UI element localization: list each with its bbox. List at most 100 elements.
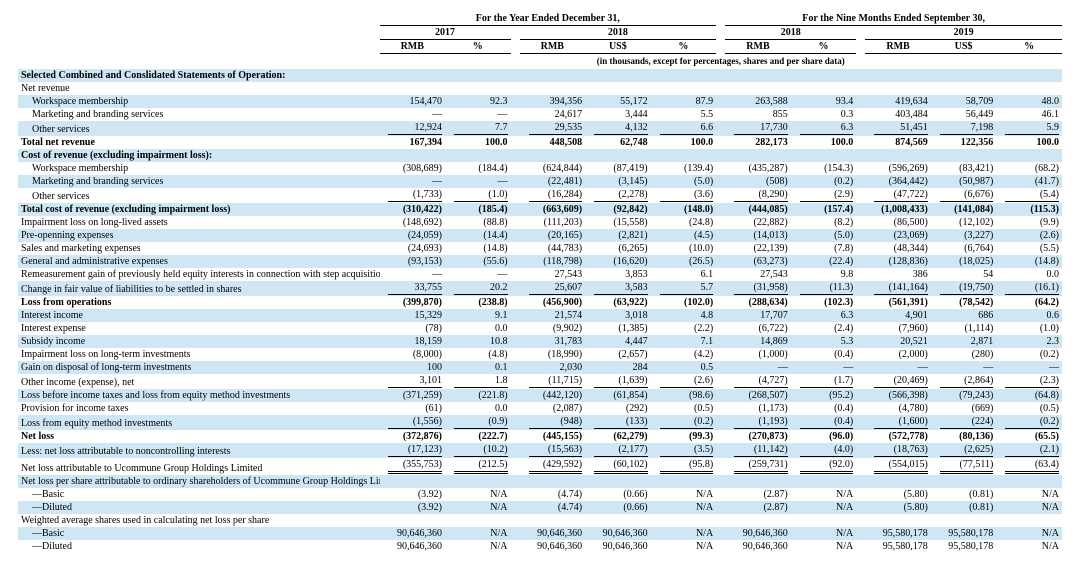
cell: 7.7 — [445, 121, 511, 136]
cell: (48,344) — [865, 242, 931, 255]
cell: (372,876) — [380, 430, 446, 443]
cell: 5.5 — [651, 108, 717, 121]
cell — [585, 82, 651, 95]
cell: (47,722) — [865, 188, 931, 203]
cell: (148,692) — [380, 216, 446, 229]
cell — [791, 514, 857, 527]
cell: (18,990) — [520, 348, 586, 361]
cell: (24,059) — [380, 229, 446, 242]
cell: (18,763) — [865, 443, 931, 458]
cell: (83,421) — [931, 162, 997, 175]
cell: (2,087) — [520, 402, 586, 415]
cell: (6,764) — [931, 242, 997, 255]
cell: N/A — [996, 527, 1062, 540]
cell: — — [380, 108, 446, 121]
table-row: Loss from operations(399,870)(238.8)(456… — [18, 296, 1062, 309]
table-row: Interest expense(78)0.0(9,902)(1,385)(2.… — [18, 322, 1062, 335]
cell: (310,422) — [380, 203, 446, 216]
cell: 0.3 — [791, 108, 857, 121]
cell: (10.2) — [445, 443, 511, 458]
cell: (5.0) — [651, 175, 717, 188]
header-unit-row: RMB % RMB US$ % RMB % RMB US$ % — [18, 40, 1062, 54]
cell: (20,165) — [520, 229, 586, 242]
cell: (63,922) — [585, 296, 651, 309]
cell: (4.8) — [445, 348, 511, 361]
header-2019: 2019 — [865, 26, 1062, 40]
cell: 100 — [380, 361, 446, 374]
cell: (1.0) — [445, 188, 511, 203]
cell: (288,634) — [725, 296, 791, 309]
cell: 95,580,178 — [865, 527, 931, 540]
cell: (268,507) — [725, 389, 791, 402]
cell: (280) — [931, 348, 997, 361]
cell: — — [445, 175, 511, 188]
cell: 1.8 — [445, 374, 511, 389]
cell: (14.8) — [996, 255, 1062, 268]
cell: — — [380, 175, 446, 188]
table-row: Net loss attributable to Ucommune Group … — [18, 458, 1062, 475]
cell: (12,102) — [931, 216, 997, 229]
cell: 874,569 — [865, 136, 931, 149]
unit-rmb: RMB — [380, 40, 446, 54]
cell: (669) — [931, 402, 997, 415]
cell: 90,646,360 — [585, 540, 651, 553]
cell: (61,854) — [585, 389, 651, 402]
cell: 5.7 — [651, 281, 717, 296]
table-row: Net loss(372,876)(222.7)(445,155)(62,279… — [18, 430, 1062, 443]
cell: (6,722) — [725, 322, 791, 335]
cell — [520, 475, 586, 488]
cell: (9,902) — [520, 322, 586, 335]
cell: (2.9) — [791, 188, 857, 203]
cell: (11.3) — [791, 281, 857, 296]
cell: (0.4) — [791, 402, 857, 415]
cell: (26.5) — [651, 255, 717, 268]
cell: 0.6 — [996, 309, 1062, 322]
cell — [445, 82, 511, 95]
cell — [380, 475, 446, 488]
cell: 0.0 — [445, 402, 511, 415]
cell: 17,730 — [725, 121, 791, 136]
cell — [725, 514, 791, 527]
cell: 95,580,178 — [931, 527, 997, 540]
cell: 686 — [931, 309, 997, 322]
cell: (364,442) — [865, 175, 931, 188]
cell: (86,500) — [865, 216, 931, 229]
cell: 2,871 — [931, 335, 997, 348]
cell: (259,731) — [725, 458, 791, 475]
cell: (554,015) — [865, 458, 931, 475]
table-row: Subsidy income18,15910.831,7834,4477.114… — [18, 335, 1062, 348]
cell: 14,869 — [725, 335, 791, 348]
cell: (184.4) — [445, 162, 511, 175]
cell: (22,481) — [520, 175, 586, 188]
cell: (95.2) — [791, 389, 857, 402]
cell: (4.5) — [651, 229, 717, 242]
table-row: Impairment loss on long-term investments… — [18, 348, 1062, 361]
table-row: Impairment loss on long-lived assets(148… — [18, 216, 1062, 229]
cell: 100.0 — [651, 136, 717, 149]
table-row: Net revenue — [18, 82, 1062, 95]
cell: (0.81) — [931, 501, 997, 514]
cell: — — [725, 361, 791, 374]
cell: (68.2) — [996, 162, 1062, 175]
table-row: Total net revenue167,394100.0448,50862,7… — [18, 136, 1062, 149]
cell: (93,153) — [380, 255, 446, 268]
cell: (102.0) — [651, 296, 717, 309]
cell: (102.3) — [791, 296, 857, 309]
cell: 100.0 — [445, 136, 511, 149]
cell: 24,617 — [520, 108, 586, 121]
cell: N/A — [996, 501, 1062, 514]
cell: 154,470 — [380, 95, 446, 108]
row-label: Gain on disposal of long-term investment… — [18, 361, 380, 374]
table-row: Marketing and branding services——24,6173… — [18, 108, 1062, 121]
cell: (0.4) — [791, 415, 857, 430]
cell: 2,030 — [520, 361, 586, 374]
cell: 33,755 — [380, 281, 446, 296]
cell: N/A — [651, 527, 717, 540]
cell — [585, 514, 651, 527]
cell: 7,198 — [931, 121, 997, 136]
cell — [725, 82, 791, 95]
cell: (1,114) — [931, 322, 997, 335]
cell: (3.92) — [380, 501, 446, 514]
row-label: Remeasurement gain of previously held eq… — [18, 268, 380, 281]
cell: (24.8) — [651, 216, 717, 229]
